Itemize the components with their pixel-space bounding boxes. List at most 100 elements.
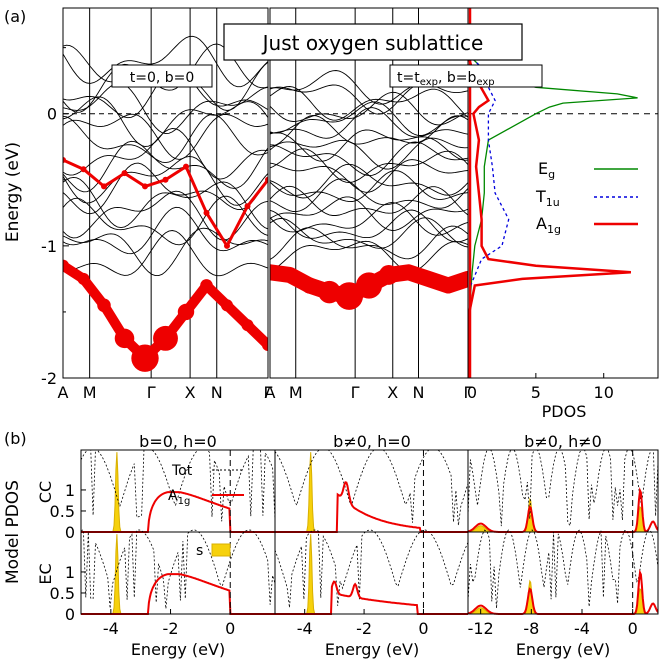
model-y-tick-label: 0.5 [50, 584, 75, 603]
band-line [63, 128, 268, 180]
band-line [270, 137, 468, 170]
column-title-2: b≠0, h=0 [333, 432, 411, 451]
model-y-tick-label: 1 [65, 481, 75, 500]
model-x-tick-label: -2 [356, 619, 372, 638]
s-orbital-fill [275, 534, 468, 615]
model-x-tick-label: 0 [628, 619, 638, 638]
model-x-tick-label: 0 [418, 619, 428, 638]
k-point-label: A [265, 383, 276, 402]
total-dos-line [275, 450, 468, 526]
total-dos-line [275, 529, 468, 608]
s-orbital-fill [468, 497, 658, 533]
model-pdos-cell [275, 450, 468, 533]
k-point-label: M [83, 383, 97, 402]
band-line [63, 155, 268, 206]
column-title-3: b≠0, h≠0 [524, 432, 602, 451]
a1g-model-line [468, 487, 658, 533]
pdos-x-tick-label: 10 [594, 383, 614, 402]
k-point-label: Γ [147, 383, 156, 402]
model-y-tick-label: 0 [65, 523, 75, 542]
a1g-band-line [63, 158, 268, 248]
k-point-label: Γ [264, 383, 273, 402]
pdos-series-Eg [468, 53, 638, 378]
k-point-label: N [413, 383, 425, 402]
model-pdos-cell [81, 450, 275, 533]
model-y-tick-label: 0 [65, 605, 75, 624]
model-x-tick-label: -8 [523, 619, 539, 638]
band-line [63, 176, 268, 230]
a1g-model-line [81, 573, 275, 615]
band-line [63, 227, 268, 277]
band-line [270, 159, 468, 193]
model-pdos-cell [81, 529, 275, 615]
k-point-label: X [387, 383, 398, 402]
band-line [63, 140, 268, 193]
banner-box [223, 23, 523, 61]
legend-eg-label: Eg [538, 159, 555, 181]
legend-s-label: s [196, 543, 203, 559]
s-orbital-fill [275, 452, 468, 533]
model-x-tick-label: 0 [225, 619, 235, 638]
legend-t1u-label: T1u [535, 187, 560, 209]
band-line [270, 196, 468, 231]
band-line [270, 178, 468, 213]
banner-text: Just oxygen sublattice [261, 31, 484, 55]
band-structure-right-plot [270, 8, 468, 378]
band-line [63, 206, 268, 255]
k-point-label: A [58, 383, 69, 402]
k-point-label: Γ [351, 383, 360, 402]
legend-a1g-model-label: A1g [168, 488, 190, 507]
model-pdos-legend: Tot A1g s [168, 463, 244, 559]
left-title-box [111, 64, 213, 88]
k-point-label: M [289, 383, 303, 402]
band-line [63, 230, 268, 277]
model-y-tick-label: 0.5 [50, 502, 75, 521]
y-axis-label-energy: Energy (eV) [3, 142, 23, 242]
pdos-x-tick-label: 5 [531, 383, 541, 402]
y-axis-label-model-pdos: Model PDOS [3, 480, 23, 584]
s-orbital-fill [468, 579, 658, 615]
band-line [63, 96, 268, 147]
model-y-tick-label: 1 [65, 563, 75, 582]
model-pdos-frame [274, 449, 469, 533]
model-pdos-cell [468, 450, 658, 533]
panel-a-label: (a) [4, 7, 26, 26]
y-tick-label-a: -1 [41, 237, 57, 256]
a1g-model-line [275, 481, 468, 533]
column-title-1: b=0, h=0 [139, 432, 217, 451]
band-line [63, 162, 268, 215]
model-pdos-frame [274, 531, 469, 615]
x-label-col2: Energy (eV) [325, 640, 419, 659]
y-tick-label-a: 0 [47, 105, 57, 124]
panel-a-frame-2 [467, 7, 659, 379]
pdos-series-T1u [468, 53, 510, 378]
band-line [270, 163, 468, 199]
band-line [270, 148, 468, 183]
band-line [270, 202, 468, 236]
model-pdos-frame [80, 531, 276, 615]
band-line [270, 141, 468, 177]
band-line [270, 107, 468, 139]
band-line [270, 217, 468, 249]
left-band-title: t=0, b=0 [130, 70, 195, 86]
band-line [63, 113, 268, 160]
k-point-label: N [211, 383, 223, 402]
legend-a1g-label: A1g [536, 214, 561, 236]
band-line [63, 82, 268, 135]
x-label-col1: Energy (eV) [131, 640, 225, 659]
pdos-plot [468, 8, 658, 378]
pdos-legend: Eg T1u A1g [535, 159, 638, 236]
model-pdos-frame [467, 449, 659, 533]
a1g-band-line [63, 260, 268, 364]
band-structure-left-plot [63, 8, 268, 378]
band-line [270, 86, 468, 121]
band-line [270, 185, 468, 216]
total-dos-line [81, 450, 275, 522]
right-title-box [389, 64, 543, 88]
model-pdos-panel: 0 0.5 1 0 0.5 1 -4 -2 0 -4 -2 0 -12 -8 -4 0 [50, 449, 659, 638]
model-pdos-cell [468, 529, 658, 615]
band-line [270, 209, 468, 243]
total-dos-line [468, 450, 658, 527]
pdos-series-A1g [468, 53, 631, 378]
